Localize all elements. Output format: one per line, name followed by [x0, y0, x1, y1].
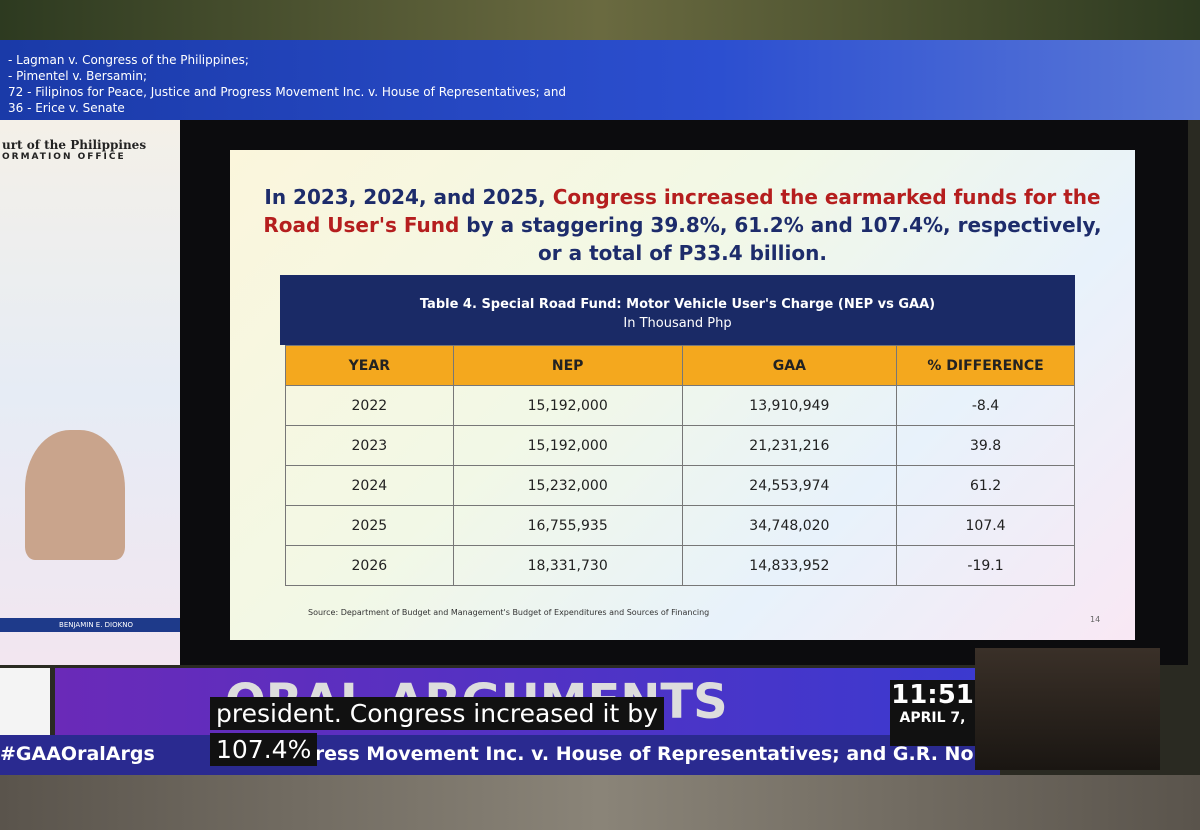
table-row: 2023 15,192,000 21,231,216 39.8 — [285, 425, 1075, 466]
page-number: 14 — [1090, 615, 1101, 624]
table-cell: 24,553,974 — [681, 465, 898, 506]
speaker-name: BENJAMIN E. DIOKNO — [0, 618, 192, 632]
caption-line: 107.4% — [210, 733, 318, 766]
logo-line: urt of the Philippines — [2, 138, 147, 152]
table-cell: 2025 — [285, 505, 454, 546]
case-list: - Lagman v. Congress of the Philippines;… — [0, 40, 1200, 120]
webcam-inset — [975, 648, 1160, 770]
table-cell: -19.1 — [896, 545, 1075, 586]
column-header: NEP — [452, 345, 683, 386]
table-cell: 15,232,000 — [452, 465, 683, 506]
table-cell: 61.2 — [896, 465, 1075, 506]
table-cell: 2022 — [285, 385, 454, 426]
table-title-text: Table 4. Special Road Fund: Motor Vehicl… — [419, 297, 936, 312]
table-cell: -8.4 — [896, 385, 1075, 426]
table-row: 2024 15,232,000 24,553,974 61.2 — [285, 465, 1075, 506]
column-header: GAA — [681, 345, 898, 386]
table-row: 2022 15,192,000 13,910,949 -8.4 — [285, 385, 1075, 426]
table-cell: 2026 — [285, 545, 454, 586]
table-cell: 21,231,216 — [681, 425, 898, 466]
logo-line: ORMATION OFFICE — [2, 152, 126, 162]
seal — [0, 668, 50, 735]
headline-text: In 2023, 2024, and 2025, — [264, 185, 553, 209]
ticker-text: ress Movement Inc. v. House of Represent… — [314, 743, 974, 765]
source-note: Source: Department of Budget and Managem… — [308, 608, 710, 617]
table-cell: 13,910,949 — [681, 385, 898, 426]
table-cell: 107.4 — [896, 505, 1075, 546]
table-subtitle: In Thousand Php — [623, 316, 732, 331]
caption-line: president. Congress increased it by — [210, 697, 664, 730]
table-title: Table 4. Special Road Fund: Motor Vehicl… — [280, 275, 1075, 345]
table-cell: 16,755,935 — [452, 505, 683, 546]
table-cell: 18,331,730 — [452, 545, 683, 586]
table-row: 2025 16,755,935 34,748,020 107.4 — [285, 505, 1075, 546]
table-cell: 14,833,952 — [681, 545, 898, 586]
ticker-tag: #GAAOralArgs — [0, 743, 155, 765]
case-item: 36 - Erice v. Senate — [8, 101, 125, 115]
side-panel: urt of the Philippines ORMATION OFFICE B… — [0, 120, 200, 665]
headline-text: by a staggering 39.8%, 61.2% and 107.4%,… — [459, 213, 1102, 265]
header-row: YEAR NEP GAA% DIFFERENCE — [285, 345, 1075, 386]
clock: 11:51 APRIL 7, — [890, 680, 975, 746]
table-cell: 2024 — [285, 465, 454, 506]
column-header: % DIFFERENCE — [896, 345, 1075, 386]
table-cell: 34,748,020 — [681, 505, 898, 546]
ground — [0, 775, 1200, 830]
clock-time: 11:51 — [891, 680, 974, 710]
table-cell: 15,192,000 — [452, 385, 683, 426]
case-item: - Lagman v. Congress of the Philippines; — [8, 53, 249, 67]
table-cell: 15,192,000 — [452, 425, 683, 466]
headline: In 2023, 2024, and 2025, Congress increa… — [250, 183, 1115, 267]
ticker: #GAAOralArgs ress Movement Inc. v. House … — [0, 735, 1000, 775]
speaker-photo — [25, 430, 125, 560]
clock-date: APRIL 7, — [899, 710, 966, 726]
table-row: 2026 18,331,730 14,833,952 -19.1 — [285, 545, 1075, 586]
case-item: 72 - Filipinos for Peace, Justice and Pr… — [8, 85, 567, 99]
headline-highlight: Congress increased the earmarked funds f… — [263, 185, 1101, 237]
trees-background — [0, 0, 1200, 40]
data-table: YEAR NEP GAA% DIFFERENCE 2022 15,192,000 13,9… — [285, 345, 1075, 586]
table-cell: 2023 — [285, 425, 454, 466]
case-item: - Pimentel v. Bersamin; — [8, 69, 147, 83]
table-cell: 39.8 — [896, 425, 1075, 466]
column-header: YEAR — [285, 345, 454, 386]
